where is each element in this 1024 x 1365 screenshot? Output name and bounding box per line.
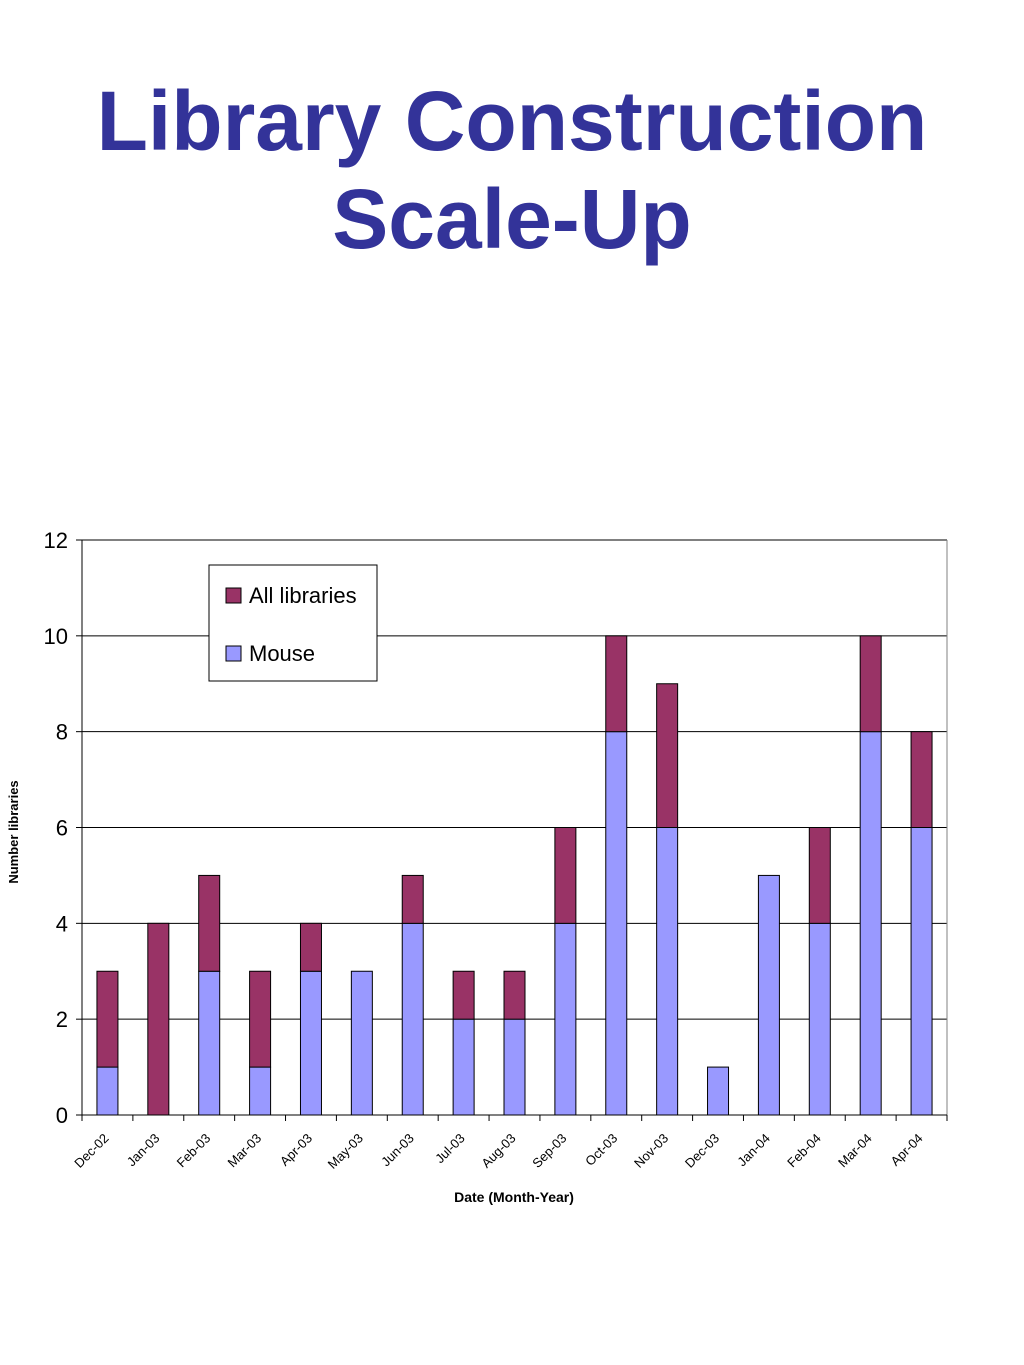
legend: All libraries Mouse <box>208 564 378 682</box>
x-tick-label: Jan-03 <box>124 1131 163 1170</box>
legend-box <box>208 564 378 682</box>
y-tick-label: 2 <box>56 1007 68 1032</box>
x-tick-label: Jan-04 <box>734 1131 773 1170</box>
bar-all-libraries-nov-03 <box>656 683 679 828</box>
bar-mouse-aug-03 <box>503 1018 526 1116</box>
tick-labels: 0 2 4 6 8 10 12 Dec-02 Jan-03 Feb-03 Mar-03 Apr-03 M… <box>44 528 926 1172</box>
legend-swatch <box>225 587 242 604</box>
bar-mouse-apr-03 <box>299 970 322 1116</box>
bar-mouse-apr-04 <box>910 827 933 1116</box>
bar-all-libraries-dec-02 <box>96 970 119 1068</box>
bar-mouse-feb-04 <box>808 922 831 1116</box>
bar-mouse-mar-04 <box>859 731 882 1116</box>
bar-mouse-nov-03 <box>656 827 679 1116</box>
slide-title-line-2: Scale-Up <box>332 172 692 266</box>
bar-mouse-dec-02 <box>96 1066 119 1116</box>
x-tick-label: Feb-04 <box>784 1131 824 1171</box>
bar-mouse-feb-03 <box>198 970 221 1116</box>
y-tick-label: 0 <box>56 1103 68 1128</box>
bar-all-libraries-mar-03 <box>249 970 272 1068</box>
legend-swatch <box>225 645 242 662</box>
bar-mouse-may-03 <box>350 970 373 1116</box>
y-tick-label: 6 <box>56 816 68 841</box>
slide-title: Library Construction Scale-Up <box>0 72 1024 268</box>
bar-all-libraries-apr-03 <box>299 922 322 972</box>
bar-all-libraries-aug-03 <box>503 970 526 1020</box>
bar-all-libraries-sep-03 <box>554 827 577 924</box>
y-tick-label: 12 <box>44 528 68 553</box>
x-tick-label: Feb-03 <box>174 1131 214 1171</box>
bar-all-libraries-feb-03 <box>198 874 221 972</box>
bar-mouse-jun-03 <box>401 922 424 1116</box>
bar-all-libraries-jul-03 <box>452 970 475 1020</box>
y-tick-label: 10 <box>44 624 68 649</box>
x-axis-title: Date (Month-Year) <box>454 1189 574 1205</box>
bars <box>96 635 933 1116</box>
bar-mouse-jul-03 <box>452 1018 475 1116</box>
bar-all-libraries-feb-04 <box>808 827 831 924</box>
legend-label: All libraries <box>249 583 357 608</box>
x-tick-label: Oct-03 <box>582 1131 620 1169</box>
bar-all-libraries-apr-04 <box>910 731 933 829</box>
y-tick-label: 4 <box>56 911 68 936</box>
bar-mouse-oct-03 <box>605 731 628 1116</box>
x-tick-label: Jul-03 <box>432 1131 468 1167</box>
x-tick-label: Apr-03 <box>277 1131 315 1169</box>
bar-all-libraries-jun-03 <box>401 874 424 924</box>
bar-all-libraries-mar-04 <box>859 635 882 733</box>
bar-mouse-dec-03 <box>707 1066 730 1116</box>
y-tick-label: 8 <box>56 720 68 745</box>
x-tick-label: Mar-03 <box>224 1131 264 1171</box>
bar-all-libraries-oct-03 <box>605 635 628 733</box>
x-tick-label: Apr-04 <box>887 1131 925 1169</box>
x-tick-label: Sep-03 <box>529 1131 569 1171</box>
slide-title-line-1: Library Construction <box>96 74 928 168</box>
bar-mouse-mar-03 <box>249 1066 272 1116</box>
x-tick-label: Jun-03 <box>378 1131 417 1170</box>
x-tick-label: Dec-02 <box>71 1131 111 1171</box>
x-tick-label: Nov-03 <box>631 1131 671 1171</box>
x-tick-label: May-03 <box>325 1131 366 1172</box>
x-tick-label: Mar-04 <box>835 1131 875 1171</box>
x-tick-label: Dec-03 <box>682 1131 722 1171</box>
bar-mouse-sep-03 <box>554 922 577 1116</box>
axes <box>76 539 948 1121</box>
x-tick-label: Aug-03 <box>478 1131 518 1171</box>
y-axis-title: Number libraries <box>6 780 21 883</box>
bar-all-libraries-jan-03 <box>147 922 170 1116</box>
bar-mouse-jan-04 <box>757 874 780 1116</box>
legend-label: Mouse <box>249 641 315 666</box>
